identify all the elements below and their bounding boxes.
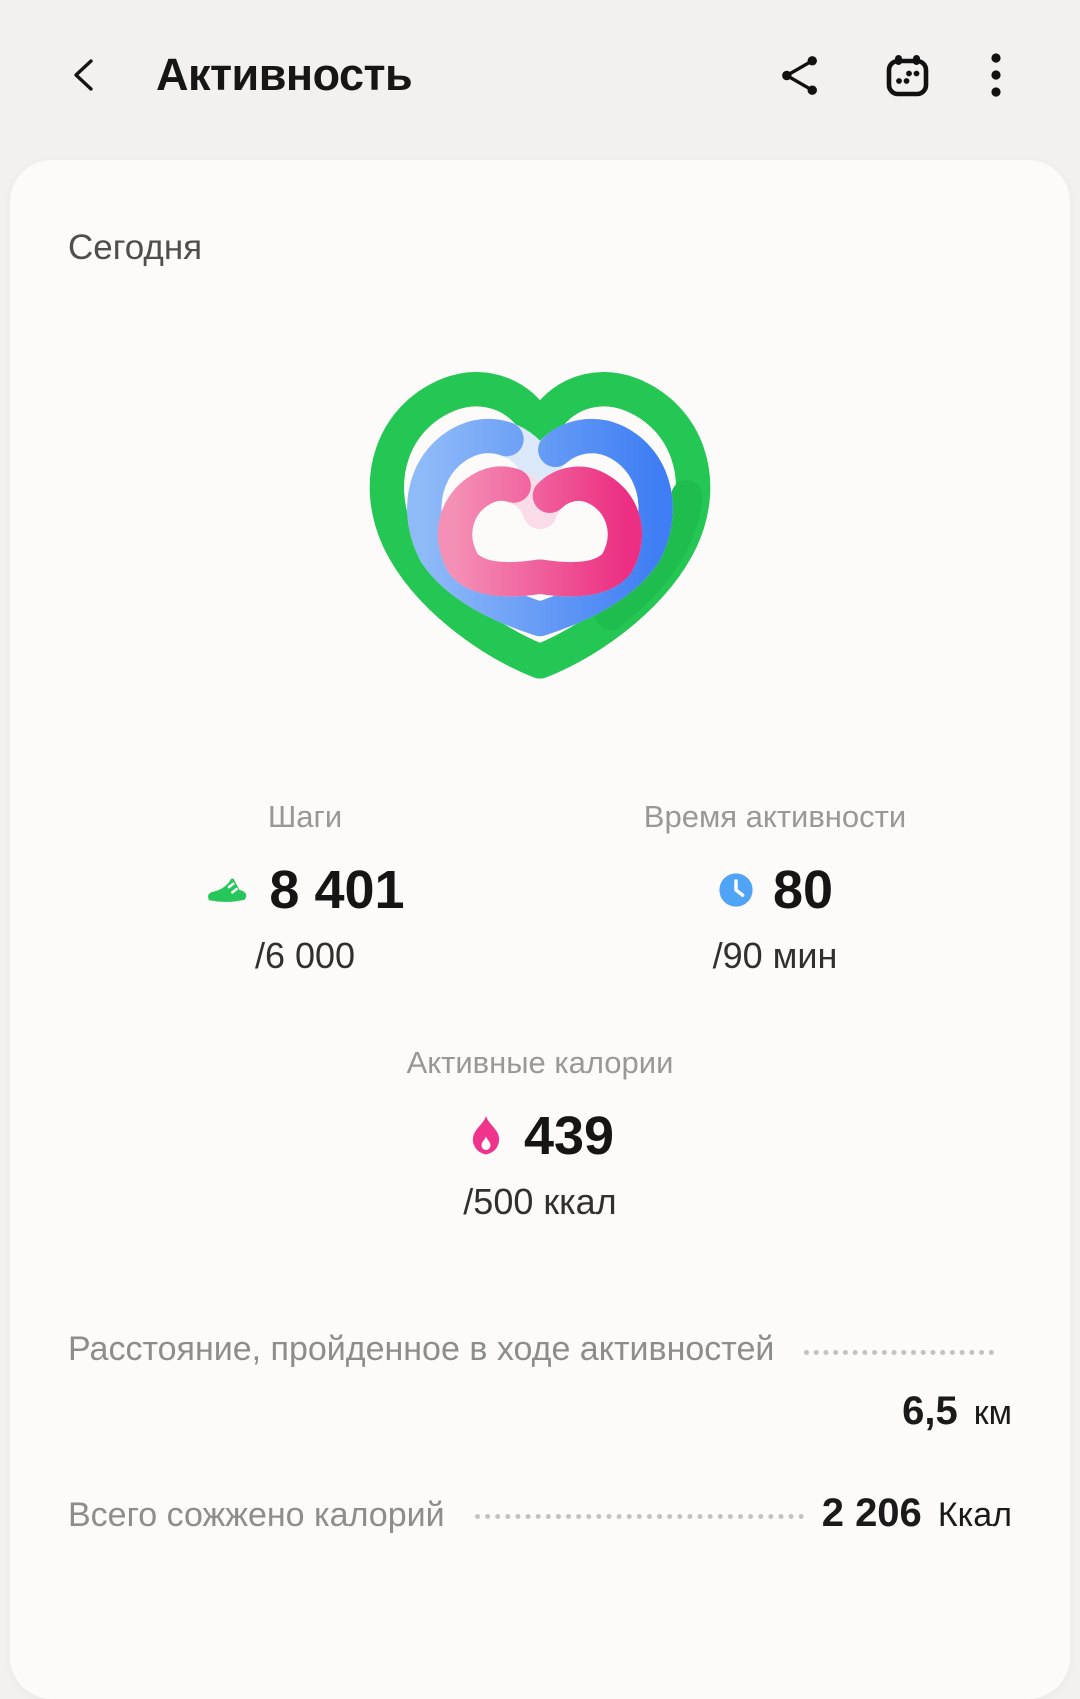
- stat-steps: Шаги 8 401 /6 000: [70, 797, 540, 979]
- steps-value: 8 401: [269, 860, 405, 920]
- stat-active-calories: Активные калории 439 /500 ккал: [70, 1043, 1010, 1225]
- detail-total-calories: Всего сожжено калорий 2 206 Ккал: [68, 1487, 1012, 1539]
- activity-rings: [10, 326, 1070, 702]
- calories-flame-icon: [466, 1114, 506, 1158]
- detail-distance: Расстояние, пройденное в ходе активносте…: [68, 1325, 1012, 1437]
- share-icon: [782, 55, 817, 95]
- back-icon: [74, 59, 93, 91]
- app-bar: Активность: [0, 0, 1080, 150]
- back-button[interactable]: [64, 53, 108, 97]
- calendar-button[interactable]: [882, 50, 932, 100]
- details-list: Расстояние, пройденное в ходе активносте…: [10, 1325, 1070, 1539]
- calories-ring: [438, 466, 642, 597]
- date-label: Сегодня: [68, 228, 203, 267]
- distance-label: Расстояние, пройденное в ходе активносте…: [68, 1330, 775, 1368]
- stats-summary: Шаги 8 401 /6 000 Время активности: [10, 797, 1070, 1225]
- active-time-ring: [407, 418, 673, 637]
- steps-ring: [369, 372, 711, 679]
- distance-value: 6,5: [902, 1389, 958, 1433]
- stat-steps-label: Шаги: [267, 799, 343, 834]
- active-calories-target: /500 ккал: [463, 1181, 617, 1222]
- more-options-icon: [991, 53, 1001, 97]
- steps-shoe-icon: [205, 867, 251, 913]
- active-calories-value: 439: [523, 1106, 615, 1166]
- calendar-icon: [886, 55, 929, 97]
- activity-screen: Активность: [0, 0, 1080, 1535]
- stat-active-time: Время активности 80 /90 мин: [540, 797, 1010, 979]
- stat-active-calories-label: Активные калории: [406, 1045, 674, 1080]
- active-time-clock-icon: [717, 871, 755, 909]
- page-title: Активность: [156, 49, 413, 100]
- activity-heart-chart: [369, 372, 711, 679]
- share-button[interactable]: [777, 52, 824, 99]
- steps-target: /6 000: [254, 935, 356, 976]
- active-time-value: 80: [772, 860, 834, 920]
- more-button[interactable]: [990, 52, 1002, 98]
- dotted-leader: [474, 1513, 804, 1519]
- dotted-leader: [804, 1349, 994, 1355]
- active-time-target: /90 мин: [712, 935, 838, 976]
- stat-active-time-label: Время активности: [643, 799, 907, 834]
- app-bar-actions: [777, 50, 1002, 100]
- total-calories-value: 2 206: [821, 1491, 922, 1535]
- total-calories-label: Всего сожжено калорий: [68, 1496, 445, 1534]
- daily-activity-card: Сегодня: [10, 160, 1070, 1699]
- total-calories-unit: Ккал: [937, 1496, 1012, 1534]
- distance-unit: км: [973, 1394, 1012, 1432]
